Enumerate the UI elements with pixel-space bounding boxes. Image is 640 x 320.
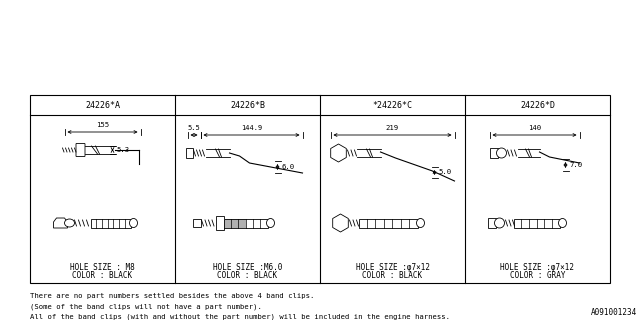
Ellipse shape xyxy=(417,219,424,228)
Bar xyxy=(90,219,131,228)
Text: COLOR : GRAY: COLOR : GRAY xyxy=(509,271,565,281)
Ellipse shape xyxy=(559,219,566,228)
Text: All of the band clips (with and without the part number) will be included in the: All of the band clips (with and without … xyxy=(30,313,450,319)
Text: *24226*C: *24226*C xyxy=(372,100,413,109)
Polygon shape xyxy=(54,218,67,228)
Text: There are no part numbers settled besides the above 4 band clips.: There are no part numbers settled beside… xyxy=(30,293,314,299)
Text: 140: 140 xyxy=(528,125,541,131)
Bar xyxy=(193,219,200,227)
FancyBboxPatch shape xyxy=(76,143,85,156)
Text: COLOR : BLACK: COLOR : BLACK xyxy=(218,271,278,281)
Text: 6.0: 6.0 xyxy=(282,164,294,170)
Text: 24226*D: 24226*D xyxy=(520,100,555,109)
Bar xyxy=(186,148,193,158)
Ellipse shape xyxy=(65,219,74,227)
Ellipse shape xyxy=(497,148,506,158)
Bar xyxy=(216,216,223,230)
Bar xyxy=(490,148,497,158)
Text: COLOR : BLACK: COLOR : BLACK xyxy=(72,271,132,281)
Bar xyxy=(358,219,417,228)
Text: 5.0: 5.0 xyxy=(438,170,452,175)
Text: 144.9: 144.9 xyxy=(241,125,262,131)
Text: HOLE SIZE :φ7×12: HOLE SIZE :φ7×12 xyxy=(500,262,575,271)
Text: 5.3: 5.3 xyxy=(116,147,130,153)
Bar xyxy=(488,218,495,228)
Text: (Some of the band clips will not have a part number).: (Some of the band clips will not have a … xyxy=(30,303,262,309)
Text: 7.0: 7.0 xyxy=(570,162,582,168)
Text: 5.5: 5.5 xyxy=(188,125,200,131)
Bar xyxy=(513,219,559,228)
Bar xyxy=(30,95,610,283)
Text: 155: 155 xyxy=(96,122,109,128)
Text: A091001234: A091001234 xyxy=(591,308,637,317)
Text: HOLE SIZE :M6.0: HOLE SIZE :M6.0 xyxy=(213,262,282,271)
Text: 24226*A: 24226*A xyxy=(85,100,120,109)
Text: HOLE SIZE : M8: HOLE SIZE : M8 xyxy=(70,262,135,271)
Bar xyxy=(223,219,268,228)
Text: 219: 219 xyxy=(386,125,399,131)
Ellipse shape xyxy=(129,219,138,228)
Ellipse shape xyxy=(495,218,504,228)
Text: 24226*B: 24226*B xyxy=(230,100,265,109)
Ellipse shape xyxy=(266,219,275,228)
Bar xyxy=(223,219,246,228)
Text: HOLE SIZE :φ7×12: HOLE SIZE :φ7×12 xyxy=(355,262,429,271)
Text: COLOR : BLACK: COLOR : BLACK xyxy=(362,271,422,281)
